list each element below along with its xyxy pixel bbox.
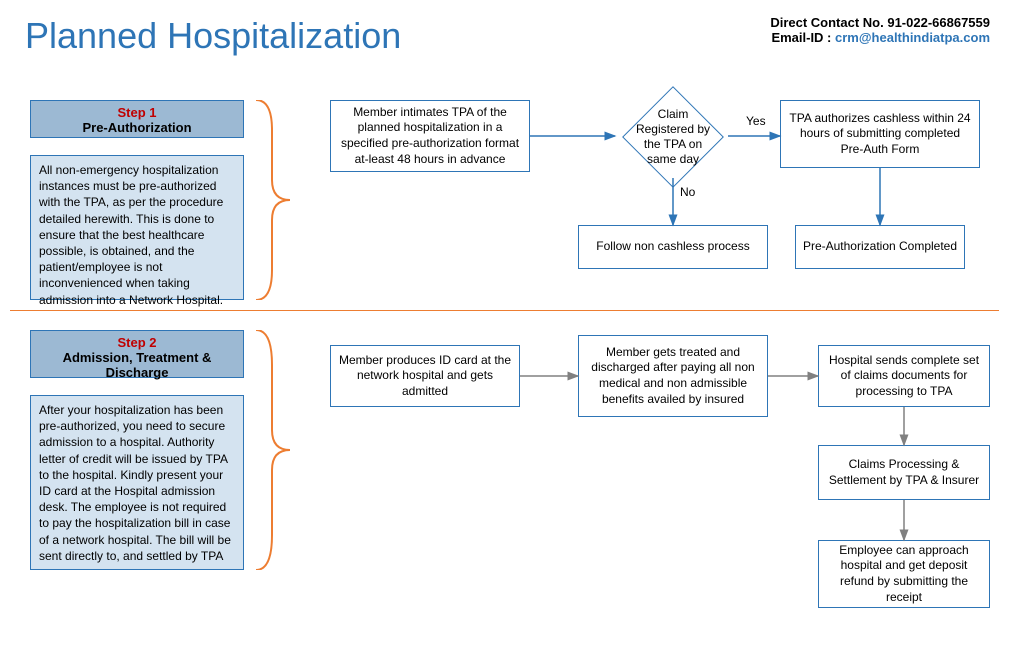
step1-brace-icon (248, 100, 294, 300)
step1-header: Step 1 Pre-Authorization (30, 100, 244, 138)
page-title: Planned Hospitalization (25, 15, 401, 57)
step2-box-claims: Claims Processing & Settlement by TPA & … (818, 445, 990, 500)
step1-decision-text: Claim Registered by the TPA on same day (622, 101, 724, 173)
step1-subtitle: Pre-Authorization (35, 120, 239, 135)
step1-number: Step 1 (35, 105, 239, 120)
decision-no-label: No (680, 185, 695, 199)
contact-phone-label: Direct Contact No. (770, 15, 887, 30)
step1-box-authorize: TPA authorizes cashless within 24 hours … (780, 100, 980, 168)
step2-number: Step 2 (35, 335, 239, 350)
contact-email-label: Email-ID : (771, 30, 835, 45)
contact-block: Direct Contact No. 91-022-66867559 Email… (700, 15, 990, 45)
step1-box-preauthdone: Pre-Authorization Completed (795, 225, 965, 269)
step1-box-noncashless: Follow non cashless process (578, 225, 768, 269)
step2-subtitle: Admission, Treatment & Discharge (35, 350, 239, 380)
step1-description: All non-emergency hospitalization instan… (30, 155, 244, 300)
decision-yes-label: Yes (746, 114, 766, 128)
step2-header: Step 2 Admission, Treatment & Discharge (30, 330, 244, 378)
step1-box-intimate: Member intimates TPA of the planned hosp… (330, 100, 530, 172)
step2-brace-icon (248, 330, 294, 570)
section-divider (10, 310, 999, 311)
step2-box-idcard: Member produces ID card at the network h… (330, 345, 520, 407)
contact-email-value: crm@healthindiatpa.com (835, 30, 990, 45)
step2-description: After your hospitalization has been pre-… (30, 395, 244, 570)
contact-phone-value: 91-022-66867559 (887, 15, 990, 30)
step2-box-refund: Employee can approach hospital and get d… (818, 540, 990, 608)
step2-box-docs: Hospital sends complete set of claims do… (818, 345, 990, 407)
step2-box-treated: Member gets treated and discharged after… (578, 335, 768, 417)
step1-decision: Claim Registered by the TPA on same day (622, 101, 724, 173)
